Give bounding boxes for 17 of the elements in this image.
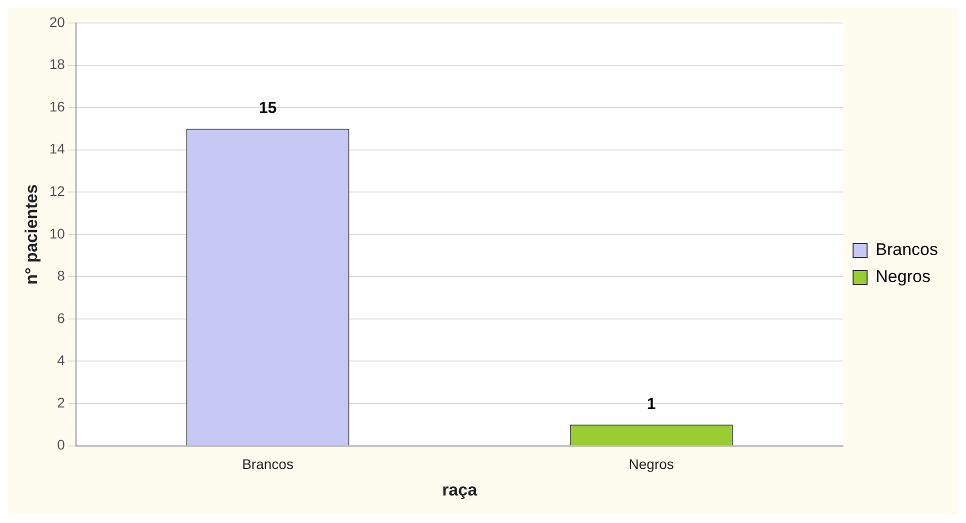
y-tick-label: 12 [49,182,66,199]
y-tick-label: 8 [57,268,66,284]
y-tick-label: 16 [49,98,66,114]
y-tick-label: 6 [57,310,66,326]
data-label: 15 [258,100,277,118]
y-tick-label: 14 [49,140,66,157]
y-tick-label: 4 [57,352,66,368]
x-axis-title: raça [442,480,478,500]
y-tick-label: 20 [49,14,66,30]
data-label: 1 [646,396,656,414]
y-tick-label: 18 [49,56,66,72]
legend-label: Brancos [876,240,938,260]
legend-label: Negros [876,267,930,286]
y-tick-label: 0 [57,436,66,453]
y-tick-label: 2 [57,394,66,410]
y-tick-label: 10 [49,225,66,242]
y-axis-title: n° pacientes [22,184,41,285]
